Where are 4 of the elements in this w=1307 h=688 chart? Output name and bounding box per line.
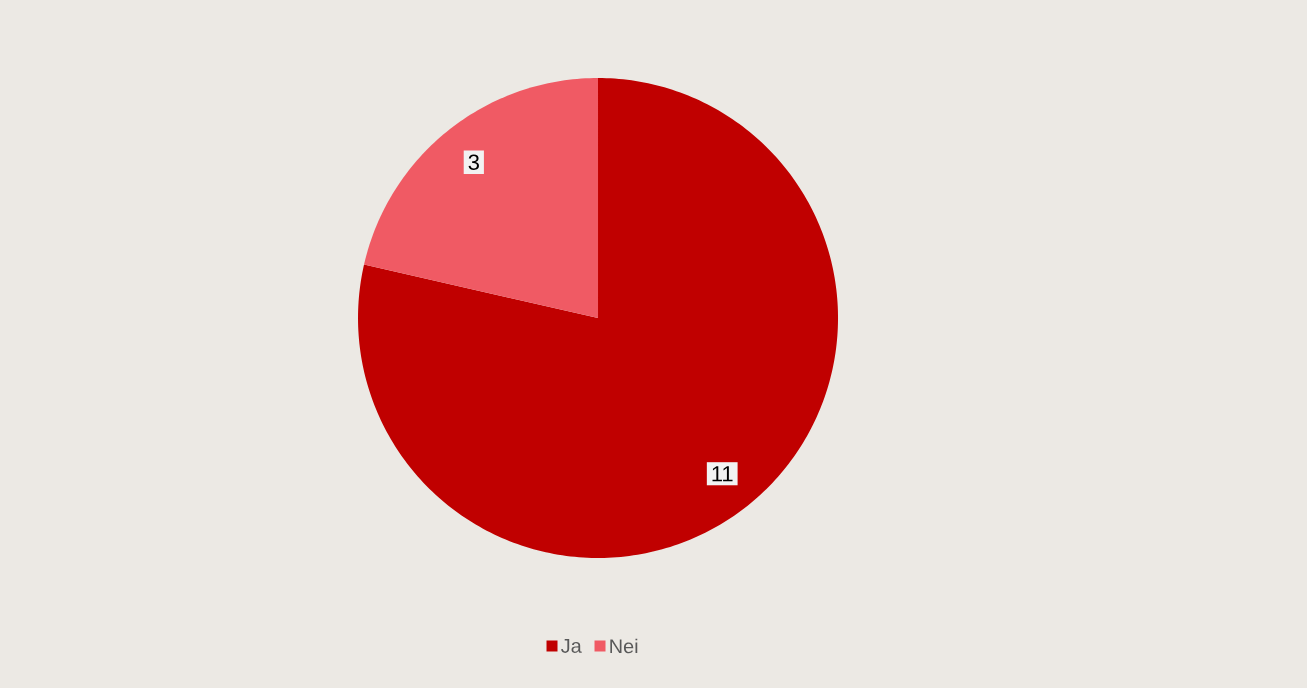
data-label: 11: [712, 466, 733, 482]
legend-label: Nei: [610, 638, 638, 654]
data-label: 3: [468, 154, 479, 171]
legend-label: Ja: [561, 639, 582, 653]
